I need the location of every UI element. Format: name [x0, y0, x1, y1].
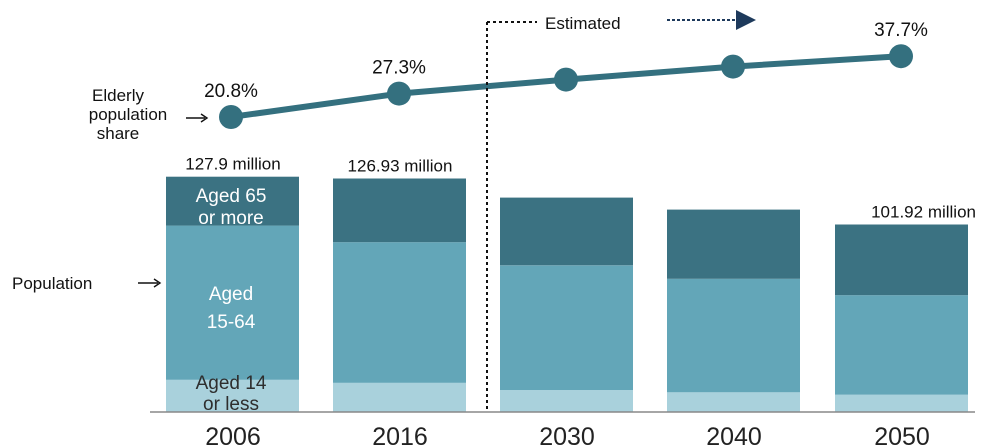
elderly-share-point-2016	[387, 81, 411, 106]
elderly-share-point-2006	[219, 105, 243, 129]
aged-65-label-line-2: or more	[198, 208, 263, 229]
bar-2040-aged-65-or-more	[667, 209, 800, 279]
year-label-2006: 2006	[205, 423, 261, 448]
year-label-2040: 2040	[706, 423, 762, 448]
bar-2006-aged-15-64	[166, 225, 299, 380]
total-label-2006: 127.9 million	[185, 155, 280, 174]
aged-14-label-line-1: Aged 14	[196, 373, 267, 394]
population-label: Population	[12, 274, 92, 293]
elderly-share-label-2006: 20.8%	[204, 81, 258, 102]
bar-2030-aged-65-or-more	[500, 197, 633, 266]
bar-2030-aged-15-64	[500, 265, 633, 390]
segment-labels: Aged 65 or more Aged 15-64 Aged 14 or le…	[196, 186, 267, 415]
bar-2016-aged-65-or-more	[333, 178, 466, 243]
elderly-share-side-label: Elderly population share	[89, 86, 209, 143]
elderly-share-point-2030	[554, 67, 578, 92]
elderly-label-line-1: Elderly	[92, 86, 144, 105]
bar-2030-aged-14-or-less	[500, 389, 633, 412]
bar-2006-aged-65-or-more	[166, 176, 299, 226]
aged-14-label-line-2: or less	[203, 394, 259, 415]
estimated-marker: Estimated	[486, 10, 756, 412]
year-label-2030: 2030	[539, 423, 595, 448]
bar-2040-aged-15-64	[667, 278, 800, 393]
year-label-2016: 2016	[372, 423, 428, 448]
bar-2016-aged-15-64	[333, 242, 466, 383]
population-side-label: Population	[12, 274, 162, 293]
elderly-share-label-2050: 37.7%	[874, 20, 928, 41]
bar-2006-aged-14-or-less	[166, 379, 299, 412]
population-label-arrow-head	[153, 278, 162, 288]
elderly-label-line-3: share	[97, 124, 140, 143]
elderly-share-line-layer: 20.8% 27.3% 37.7%	[204, 20, 928, 129]
year-label-2050: 2050	[874, 423, 930, 448]
estimated-label: Estimated	[545, 14, 621, 33]
elderly-label-line-2: population	[89, 105, 167, 124]
total-label-2016: 126.93 million	[348, 157, 453, 176]
bars-layer	[166, 176, 968, 412]
elderly-share-point-2050	[889, 44, 913, 69]
year-labels: 2006 2016 2030 2040 2050	[205, 423, 930, 448]
elderly-share-point-2040	[721, 54, 745, 79]
elderly-label-arrow-head	[200, 113, 209, 123]
bar-2050-aged-15-64	[835, 295, 968, 395]
total-labels: 127.9 million 126.93 million 101.92 millio…	[185, 155, 976, 222]
total-label-2050: 101.92 million	[871, 203, 976, 222]
elderly-share-label-2016: 27.3%	[372, 58, 426, 79]
bar-2050-aged-65-or-more	[835, 224, 968, 296]
bar-2016-aged-14-or-less	[333, 382, 466, 412]
bar-2040-aged-14-or-less	[667, 392, 800, 412]
aged-15-64-label-line-2: 15-64	[207, 312, 256, 333]
aged-15-64-label-line-1: Aged	[209, 284, 253, 305]
bar-2050-aged-14-or-less	[835, 394, 968, 412]
aged-65-label-line-1: Aged 65	[196, 186, 267, 207]
